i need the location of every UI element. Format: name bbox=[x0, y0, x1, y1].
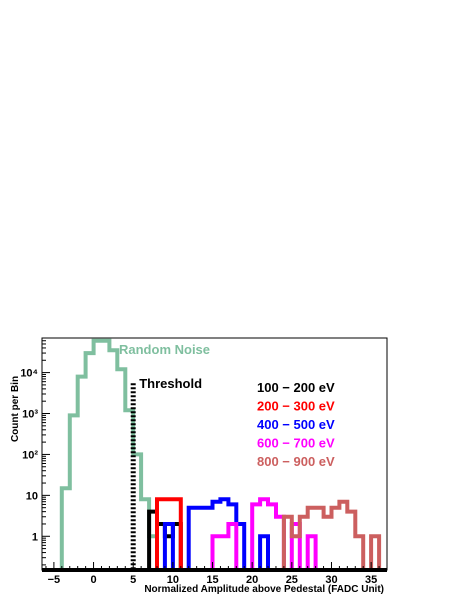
y-tick-label: 10² bbox=[22, 449, 38, 461]
random-noise-label: Random Noise bbox=[119, 342, 210, 357]
x-tick-label: 0 bbox=[90, 574, 96, 586]
x-tick-label: 30 bbox=[325, 574, 337, 586]
legend-entry: 800 − 900 eV bbox=[257, 454, 335, 469]
x-tick-label: −5 bbox=[48, 574, 61, 586]
x-axis-title: Normalized Amplitude above Pedestal (FAD… bbox=[144, 584, 384, 595]
threshold-label: Threshold bbox=[139, 376, 202, 391]
legend-entry: 400 − 500 eV bbox=[257, 417, 335, 432]
y-tick-label: 1 bbox=[32, 531, 38, 543]
x-tick-label: 35 bbox=[365, 574, 377, 586]
x-tick-label: 10 bbox=[167, 574, 179, 586]
legend-entry: 100 − 200 eV bbox=[257, 380, 335, 395]
y-tick-label: 10⁴ bbox=[20, 368, 38, 380]
histogram-series-random-noise bbox=[53, 338, 165, 572]
legend-entry: 200 − 300 eV bbox=[257, 399, 335, 414]
x-tick-label: 15 bbox=[206, 574, 218, 586]
legend-entry: 600 − 700 eV bbox=[257, 436, 335, 451]
y-axis-title: Count per Bin bbox=[10, 376, 21, 442]
histogram-series-200-300-ev bbox=[149, 497, 189, 572]
x-tick-label: 5 bbox=[130, 574, 136, 586]
x-tick-label: 20 bbox=[246, 574, 258, 586]
y-tick-label: 10 bbox=[26, 490, 38, 502]
y-tick-label: 10³ bbox=[22, 409, 38, 421]
x-tick-label: 25 bbox=[286, 574, 298, 586]
